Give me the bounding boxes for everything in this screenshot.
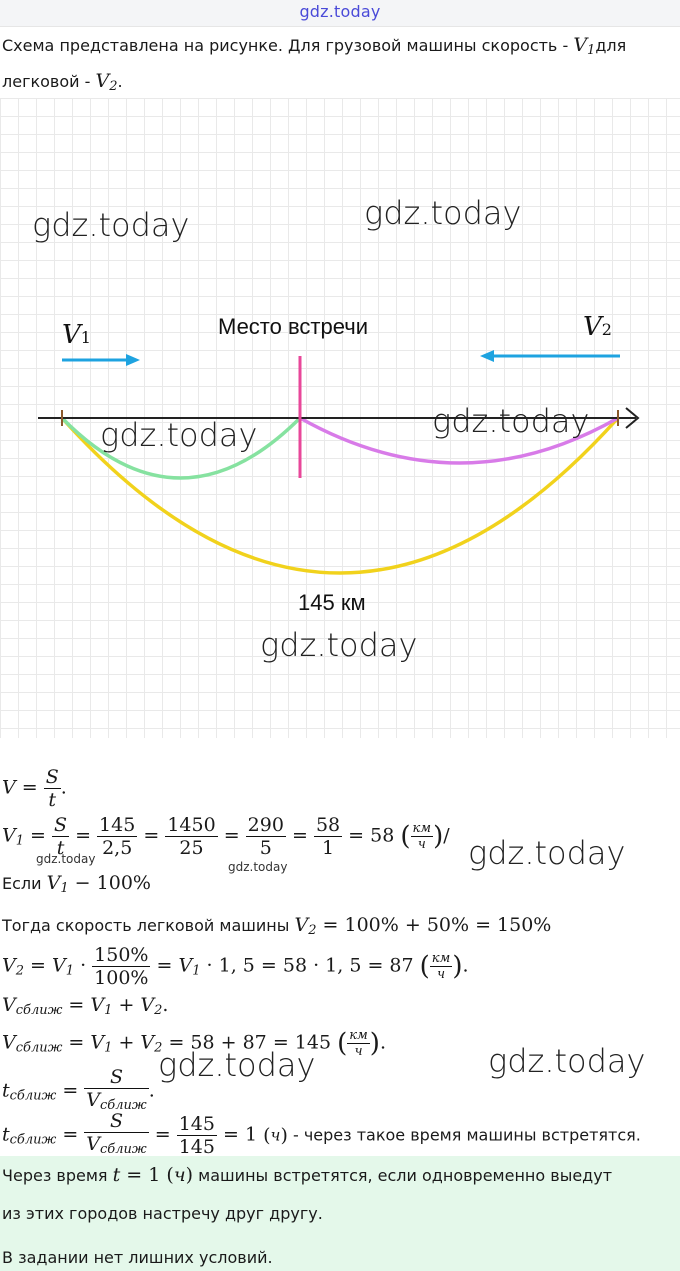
watermark: gdz.today: [260, 626, 418, 664]
answer-line-1: Через время t = 1 (ч) машины встретятся,…: [2, 1164, 613, 1186]
formula-v-approach: Vсближ = V1 + V2.: [2, 994, 169, 1018]
diagram-area: Место встречи V1 V2 145 км gdz.today gdz…: [0, 98, 680, 738]
watermark: gdz.today: [100, 416, 258, 454]
v2-diagram-label: V2: [583, 312, 612, 342]
intro-v1: V: [573, 34, 588, 56]
purple-arc: [299, 416, 619, 465]
intro-text-a: Схема представлена на рисунке. Для грузо…: [2, 36, 574, 55]
watermark: gdz.today: [32, 206, 190, 244]
meeting-label: Место встречи: [218, 314, 368, 339]
intro-line-1: Схема представлена на рисунке. Для грузо…: [2, 34, 626, 58]
watermark: gdz.today: [488, 1042, 646, 1080]
intro-line-2: легковой - V2.: [2, 70, 123, 94]
formula-v2-calc: V2 = V1 · 150% 100% = V1 · 1, 5 = 58 · 1,…: [2, 944, 469, 989]
intro-v1-sub: 1: [587, 43, 596, 58]
answer-line-3: В задании нет лишних условий.: [2, 1248, 273, 1267]
condition-line: Если V1 − 100%: [2, 872, 151, 896]
intro-text-b: для: [595, 36, 627, 55]
answer-line-2: из этих городов настречу друг другу.: [2, 1204, 323, 1223]
intro-text-c: легковой -: [2, 72, 96, 91]
formula-v-approach-calc: Vсближ = V1 + V2 = 58 + 87 = 145 (км ч).: [2, 1028, 386, 1059]
v1-diagram-label: V1: [62, 320, 91, 350]
v2-percent-line: Тогда скорость легковой машины V2 = 100%…: [2, 914, 552, 938]
answer-block: Через время t = 1 (ч) машины встретятся,…: [0, 1156, 680, 1271]
formula-t-calc: tсближ = S Vсближ = 145 145 = 1 (ч) - чере…: [2, 1110, 641, 1158]
watermark-small: gdz.today: [228, 860, 288, 874]
watermark: gdz.today: [468, 834, 626, 872]
watermark: gdz.today: [158, 1046, 316, 1084]
intro-v2: V: [95, 70, 110, 92]
formula-t-approach: tсближ = S Vсближ.: [2, 1066, 155, 1113]
top-bar: gdz.today: [0, 0, 680, 27]
distance-label: 145 км: [298, 590, 366, 615]
scheme-svg: [38, 350, 640, 575]
watermark-small: gdz.today: [36, 852, 96, 866]
intro-v2-sub: 2: [109, 79, 118, 94]
green-arc: [60, 416, 302, 480]
watermark: gdz.today: [432, 402, 590, 440]
v2-arrow-head: [480, 350, 494, 362]
v1-arrow-head: [126, 354, 140, 366]
intro-text-d: .: [117, 72, 123, 91]
site-logo[interactable]: gdz.today: [299, 2, 381, 21]
yellow-arc: [60, 416, 620, 575]
watermark: gdz.today: [364, 194, 522, 232]
axis-arrow-head: [625, 407, 640, 429]
